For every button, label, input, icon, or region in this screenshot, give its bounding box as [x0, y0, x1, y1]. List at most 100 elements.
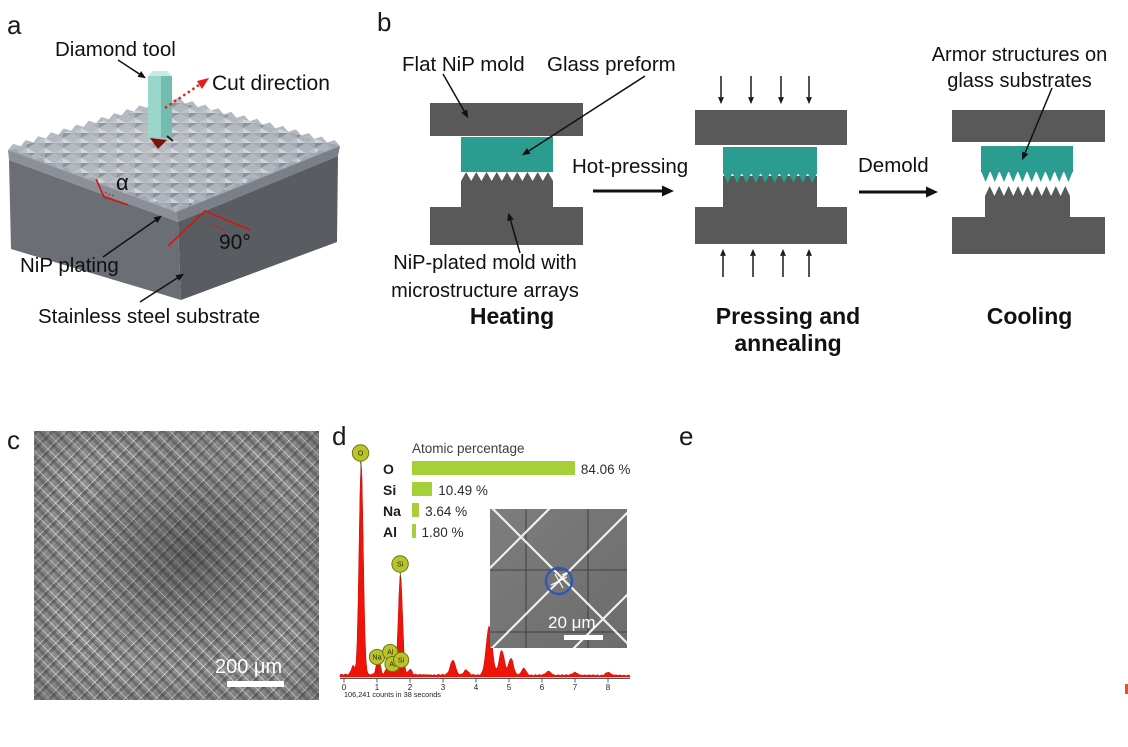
arrow-line [139, 277, 178, 303]
panel-d-label: d [332, 421, 347, 451]
flat-mold-label: Flat NiP mold [402, 53, 525, 76]
sem-image-pyramid-array: 200 μm [34, 431, 319, 700]
marker-element-label: O [358, 449, 364, 458]
nip-mold-note-line2: microstructure arrays [391, 280, 579, 302]
alpha-angle-mark [95, 178, 129, 206]
panel-a-annotation-arrows [102, 59, 185, 303]
percentage-bar [412, 482, 433, 496]
panel-b-process-diagram [430, 73, 1105, 277]
marker-stem [400, 667, 403, 675]
element-label: Al [383, 524, 397, 540]
hot-pressing-arrow [593, 185, 674, 197]
stage-heating-caption: Heating [469, 303, 555, 329]
arrow-head [778, 97, 784, 105]
marker-circle [391, 555, 409, 573]
percentage-value: 3.64 % [425, 503, 468, 519]
demold-label: Demold [858, 154, 929, 177]
atomic-percentage-bars: O 84.06 % Si 10.49 % Na 3.64 % Al 1.80 % [383, 459, 643, 547]
marker-stem [360, 461, 362, 472]
panel-b-label: b [377, 7, 392, 37]
element-label: Si [383, 482, 397, 498]
nip-mold-teeth [461, 172, 553, 207]
element-label: O [383, 461, 394, 477]
substrate-left-face [9, 160, 181, 300]
cut-direction-arrow [164, 78, 209, 109]
arrow-head [175, 273, 185, 281]
armor-note-line1: Armor structures on [931, 44, 1108, 66]
percentage-bar [412, 524, 416, 538]
arrow-head [137, 71, 147, 79]
top-face-highlight [8, 100, 340, 212]
arrow-head [461, 109, 469, 119]
atomic-bar-row: Al 1.80 % [383, 522, 643, 543]
stage-cooling-caption: Cooling [986, 303, 1073, 329]
arrow-head [806, 97, 812, 105]
x-tick-label: 2 [408, 683, 413, 692]
arrow-line [528, 75, 646, 152]
arrow-head [153, 215, 162, 223]
marker-element-label: Al [389, 660, 396, 669]
x-tick-label: 4 [474, 683, 479, 692]
element-label: Na [383, 503, 401, 519]
arrow-head [1022, 151, 1029, 161]
pyramid-front-ridge [8, 148, 176, 212]
percentage-bar [412, 461, 575, 475]
angle-90-label: 90° [219, 231, 251, 254]
x-tick-label: 3 [441, 683, 446, 692]
marker-circle [351, 444, 370, 462]
x-tick-label: 7 [573, 683, 578, 692]
arrow-head [718, 97, 724, 105]
demold-arrow [859, 186, 938, 198]
alpha-label: α [116, 170, 129, 195]
heating-assembly [430, 103, 583, 245]
pressed-glass-teeth [723, 167, 817, 183]
nip-plating-layer [8, 150, 178, 222]
arrow-line [442, 73, 465, 112]
percentage-bar [412, 503, 420, 517]
substrate-label: Stainless steel substrate [38, 305, 261, 328]
percentage-value: 10.49 % [438, 482, 488, 498]
cut-direction-label: Cut direction [212, 72, 330, 95]
substrate-right-face [178, 156, 338, 300]
arrow-line [102, 219, 156, 258]
atomic-bar-row: O 84.06 % [383, 459, 643, 480]
arrow-head [750, 248, 756, 256]
panel-e-label: e [679, 421, 694, 451]
stage-pressing-caption: Pressing and annealing [715, 303, 861, 357]
arrow-line [1024, 87, 1053, 154]
glass-preform-label: Glass preform [547, 53, 676, 76]
arrow-head [720, 248, 726, 256]
arrow-head [507, 212, 514, 222]
nip-plating-label: NiP plating [20, 254, 119, 277]
inset-scale-bar [564, 635, 603, 640]
x-tick-label: 1 [375, 683, 380, 692]
atomic-percentage-title: Atomic percentage [412, 441, 525, 456]
panel-a-label: a [7, 10, 22, 40]
pressing-assembly [695, 110, 847, 244]
arrow-line [509, 220, 521, 254]
counts-note: 106,241 counts in 38 seconds [344, 690, 441, 699]
panel-a-illustration [8, 59, 340, 303]
element-marker: Si [391, 555, 409, 583]
atomic-bar-row: Na 3.64 % [383, 501, 643, 522]
percentage-value: 84.06 % [580, 461, 631, 477]
element-marker: O [351, 444, 370, 472]
pyramid-front-ridge [176, 145, 340, 212]
arrow-head [806, 248, 812, 256]
sem-inset-image [490, 509, 627, 648]
panel-c-label: c [7, 425, 20, 455]
molded-glass-teeth [981, 165, 1073, 182]
marker-element-label: Si [398, 656, 405, 665]
x-tick-label: 0 [342, 683, 347, 692]
eds-spot-marker [550, 572, 568, 589]
x-tick-label: 8 [606, 683, 611, 692]
pyramid-edge-silhouette [8, 97, 172, 150]
atomic-bar-row: Si 10.49 % [383, 480, 643, 501]
armor-structures-note: Armor structures on glass substrates [917, 42, 1122, 94]
marker-element-label: Na [372, 653, 381, 662]
nip-mold-note: NiP-plated mold with microstructure arra… [390, 249, 580, 305]
marker-circle [392, 651, 410, 669]
diamond-tool-label: Diamond tool [55, 38, 176, 61]
